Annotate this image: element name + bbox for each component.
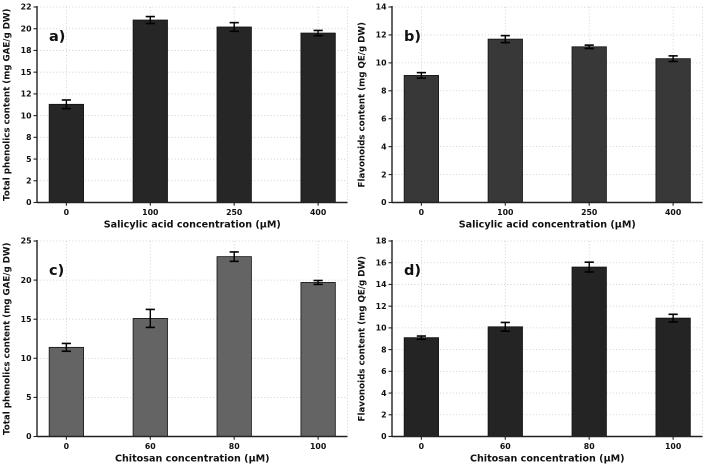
bar (300, 281, 336, 437)
bar (655, 317, 691, 437)
x-tick-label: 100 (664, 442, 681, 451)
panel-letter: c) (49, 263, 64, 279)
y-tick-label: 12 (375, 301, 386, 310)
x-tick-label: 0 (64, 208, 70, 217)
bar-chart-d: 0 2 4 6 8 10 12 14 16 18 0 60 80 100 Chitosan concentr… (357, 236, 703, 464)
y-tick-label: 10 (21, 354, 32, 363)
y-tick-label: 18 (21, 46, 32, 55)
bar (655, 58, 691, 203)
y-tick-label: 2 (26, 176, 31, 185)
y-tick-label: 20 (21, 275, 32, 284)
y-tick-label: 10 (21, 111, 32, 120)
panel-c: 0 5 10 15 20 25 0 60 80 100 Chitosan concentration… (0, 233, 355, 467)
x-tick-label: 100 (142, 208, 159, 217)
bar-chart-c: 0 5 10 15 20 25 0 60 80 100 Chitosan concentration… (3, 236, 348, 464)
bar (216, 26, 252, 203)
y-axis-title: Total phenolics content (mg GAE/g DW) (3, 8, 13, 200)
panel-letter: b) (404, 29, 421, 45)
y-tick-label: 0 (381, 198, 387, 207)
x-tick-label: 250 (581, 208, 598, 217)
y-tick-label: 0 (26, 432, 32, 441)
x-tick-label: 250 (226, 208, 243, 217)
y-tick-label: 10 (375, 323, 386, 332)
y-tick-label: 15 (21, 68, 32, 77)
y-axis-title: Flavonoids content (mg QE/g DW) (357, 22, 367, 187)
bar (571, 46, 607, 203)
bar (403, 75, 439, 203)
panel-a: 0 2 5 8 10 12 15 18 20 22 0 100 250 400 Salicylic acid… (0, 0, 355, 234)
x-tick-label: 100 (310, 442, 327, 451)
y-tick-label: 4 (381, 388, 387, 397)
x-tick-label: 60 (145, 442, 156, 451)
y-tick-label: 8 (381, 86, 386, 95)
y-tick-label: 14 (375, 3, 386, 12)
y-tick-label: 8 (381, 345, 386, 354)
y-tick-label: 6 (381, 114, 386, 123)
y-tick-label: 12 (21, 90, 32, 99)
x-tick-label: 0 (64, 442, 70, 451)
y-tick-label: 5 (26, 155, 31, 164)
y-tick-label: 25 (21, 236, 32, 245)
bar (487, 325, 523, 437)
y-tick-label: 8 (26, 133, 31, 142)
x-tick-label: 60 (499, 442, 510, 451)
y-tick-label: 14 (375, 280, 386, 289)
x-axis-title: Salicylic acid concentration (μM) (104, 220, 281, 231)
x-tick-label: 0 (418, 442, 424, 451)
y-tick-label: 6 (381, 367, 386, 376)
y-tick-label: 0 (381, 432, 387, 441)
bar (216, 255, 252, 437)
x-axis-title: Chitosan concentration (μM) (469, 453, 624, 464)
y-tick-label: 12 (375, 31, 386, 40)
bar (132, 19, 168, 203)
x-tick-label: 80 (583, 442, 594, 451)
y-axis-title: Total phenolics content (mg GAE/g DW) (3, 242, 13, 434)
bar (403, 336, 439, 437)
x-axis-title: Salicylic acid concentration (μM) (458, 220, 635, 231)
bar (48, 346, 84, 437)
bar (300, 32, 336, 203)
panel-letter: d) (404, 263, 421, 279)
y-tick-label: 22 (21, 3, 32, 12)
bar (48, 103, 84, 203)
y-tick-label: 4 (381, 142, 387, 151)
x-tick-label: 400 (664, 208, 681, 217)
x-tick-label: 400 (310, 208, 327, 217)
bar-chart-a: 0 2 5 8 10 12 15 18 20 22 0 100 250 400 Salicylic acid… (3, 3, 348, 231)
panel-d: 0 2 4 6 8 10 12 14 16 18 0 60 80 100 Chitosan concentr… (354, 233, 709, 467)
y-tick-label: 20 (21, 24, 32, 33)
y-tick-label: 2 (381, 410, 386, 419)
y-tick-label: 16 (375, 258, 386, 267)
y-tick-label: 18 (375, 236, 386, 245)
panel-b: 0 2 4 6 8 10 12 14 0 100 250 400 Salicylic acid conc… (354, 0, 709, 234)
x-tick-label: 0 (418, 208, 424, 217)
y-tick-label: 10 (375, 59, 386, 68)
y-tick-label: 15 (21, 314, 32, 323)
bar (571, 266, 607, 437)
bar-chart-b: 0 2 4 6 8 10 12 14 0 100 250 400 Salicylic acid conc… (357, 3, 703, 231)
bar (132, 317, 168, 437)
bar (487, 38, 523, 203)
y-tick-label: 2 (381, 170, 386, 179)
x-axis-title: Chitosan concentration (μM) (115, 453, 270, 464)
y-tick-label: 0 (26, 198, 32, 207)
y-axis-title: Flavonoids content (mg QE/g DW) (357, 256, 367, 421)
x-tick-label: 80 (229, 442, 240, 451)
y-tick-label: 5 (26, 393, 31, 402)
x-tick-label: 100 (497, 208, 514, 217)
panel-letter: a) (49, 29, 65, 45)
